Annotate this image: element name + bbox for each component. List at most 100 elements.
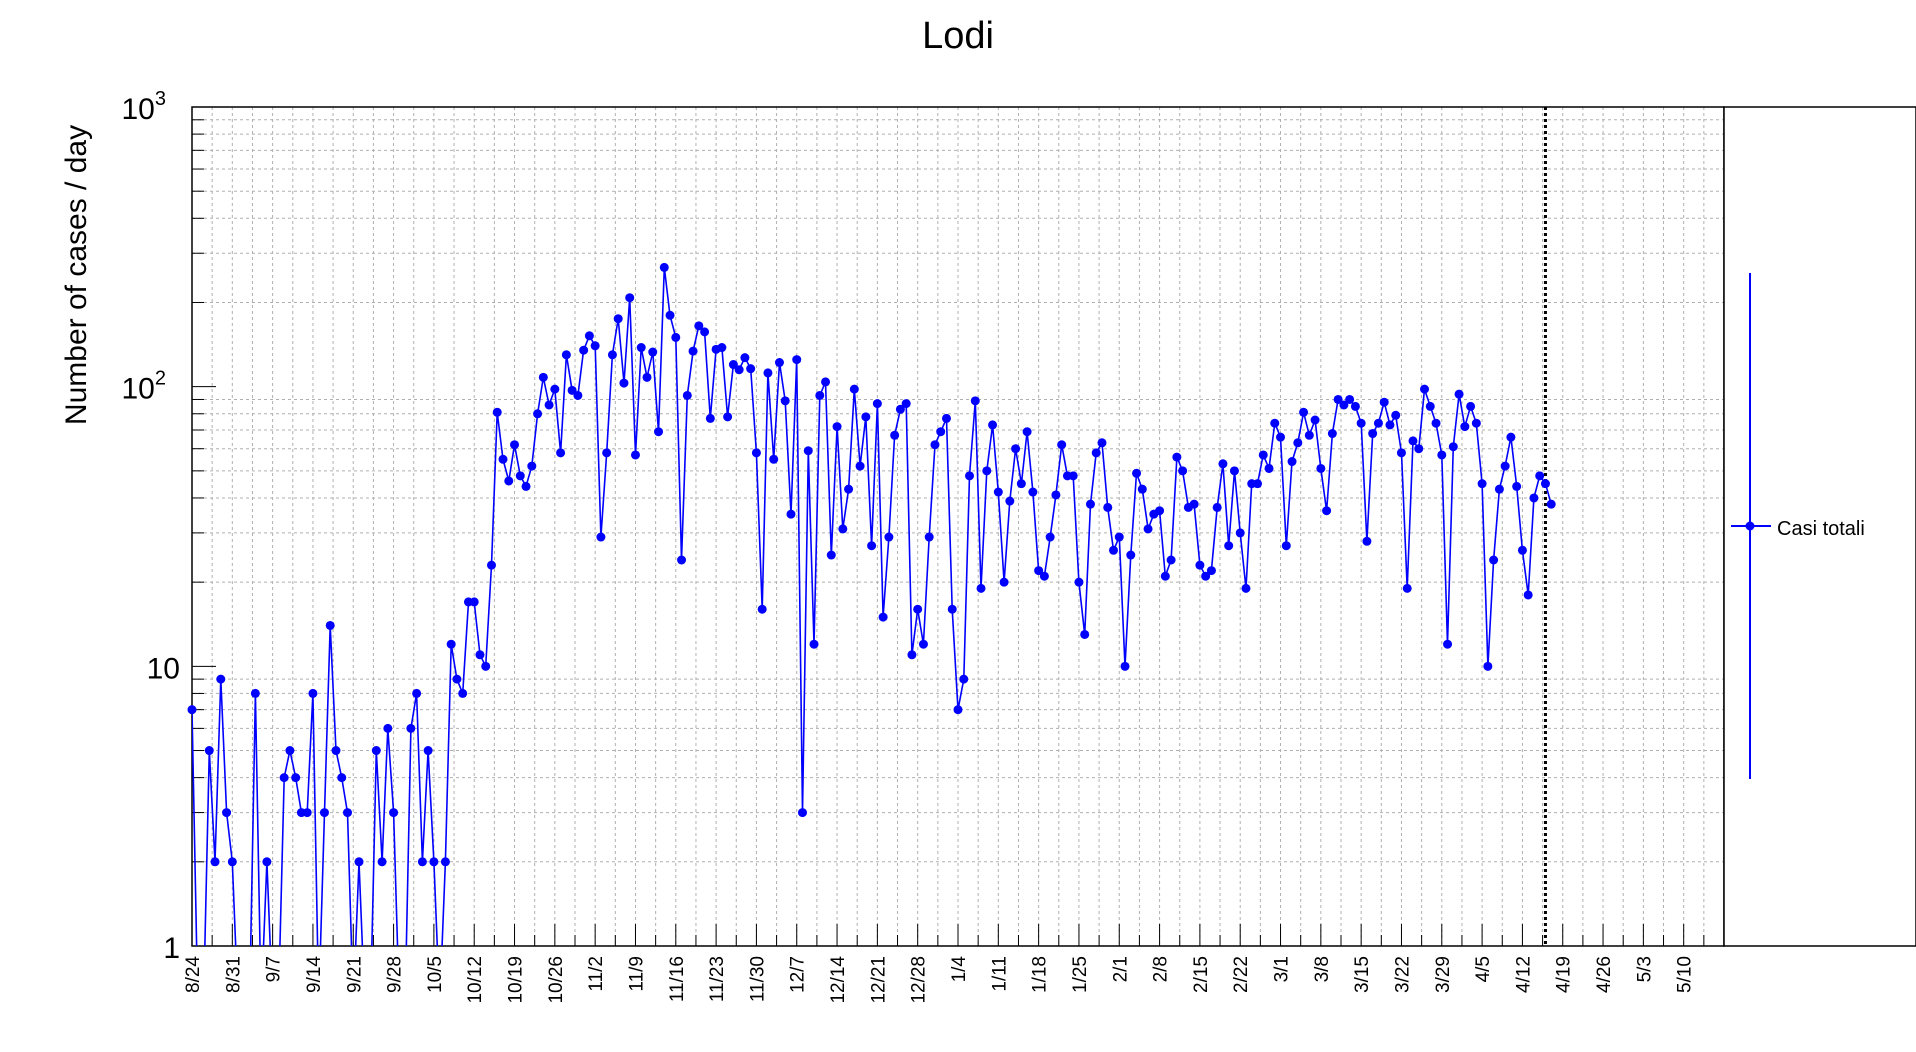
data-point	[717, 343, 727, 353]
data-point	[786, 509, 796, 519]
x-tick-label: 1/18	[1030, 956, 1051, 993]
x-tick-label: 10/12	[465, 956, 486, 1004]
x-tick-label: 2/1	[1110, 956, 1131, 982]
data-point	[521, 481, 531, 491]
data-point	[1535, 471, 1545, 481]
data-point	[1143, 524, 1153, 534]
x-tick-label: 12/21	[868, 956, 889, 1004]
data-point	[780, 396, 790, 406]
x-tick-label: 11/9	[626, 956, 647, 992]
data-point	[544, 400, 554, 410]
data-point	[1540, 479, 1550, 489]
data-point	[469, 597, 479, 607]
data-point	[406, 723, 416, 733]
data-point	[625, 293, 635, 303]
x-tick-label: 12/28	[909, 956, 930, 1004]
data-point	[1460, 422, 1470, 432]
data-point	[1483, 661, 1493, 671]
data-point	[774, 358, 784, 368]
y-tick-label: 1	[163, 932, 180, 965]
data-point	[210, 857, 220, 867]
data-point	[1310, 415, 1320, 425]
data-point	[337, 773, 347, 783]
data-point	[590, 341, 600, 351]
data-point	[596, 532, 606, 542]
data-point	[734, 365, 744, 375]
data-point	[429, 857, 439, 867]
data-point	[452, 674, 462, 684]
data-point	[746, 364, 756, 374]
data-point	[1500, 461, 1510, 471]
x-tick-label: 5/3	[1634, 956, 1655, 982]
data-point	[671, 332, 681, 342]
data-point	[1011, 444, 1021, 454]
data-point	[1477, 479, 1487, 489]
data-point	[884, 532, 894, 542]
data-point	[1241, 583, 1251, 593]
x-tick-label: 11/23	[707, 956, 728, 1002]
data-point	[1396, 448, 1406, 458]
data-point	[1299, 407, 1309, 417]
data-point	[481, 661, 491, 671]
data-point	[1206, 566, 1216, 576]
data-point	[1512, 481, 1522, 491]
x-tick-label: 1/11	[989, 956, 1010, 992]
data-point	[941, 413, 951, 423]
data-point	[1454, 389, 1464, 399]
data-point	[584, 331, 594, 341]
x-tick-label: 1/25	[1070, 956, 1091, 993]
data-point	[1345, 394, 1355, 404]
data-point	[872, 399, 882, 409]
series-line	[192, 267, 1552, 946]
data-point	[1109, 545, 1119, 555]
data-point	[1016, 479, 1026, 489]
plot-frame	[191, 106, 1725, 947]
data-point	[389, 808, 399, 818]
data-point	[1264, 463, 1274, 473]
data-point	[602, 448, 612, 458]
data-point	[918, 639, 928, 649]
y-tick-label: 10	[147, 652, 180, 685]
data-point	[1195, 560, 1205, 570]
data-point	[705, 413, 715, 423]
chart-title: Lodi	[922, 15, 994, 57]
data-point	[227, 857, 237, 867]
data-point	[815, 390, 825, 400]
data-point	[976, 583, 986, 593]
data-point	[1229, 466, 1239, 476]
data-point	[890, 430, 900, 440]
data-point	[533, 409, 543, 419]
data-point	[1235, 528, 1245, 538]
x-tick-label: 12/7	[788, 956, 809, 993]
data-point	[930, 440, 940, 450]
data-point	[1252, 479, 1262, 489]
data-point	[1051, 490, 1061, 500]
data-point	[654, 427, 664, 437]
data-point	[988, 420, 998, 430]
x-tick-label: 9/28	[385, 956, 406, 993]
x-tick-label: 12/14	[828, 956, 849, 1004]
data-point	[769, 454, 779, 464]
data-point	[291, 773, 301, 783]
data-point	[1385, 420, 1395, 430]
data-point	[1270, 418, 1280, 428]
data-point	[700, 327, 710, 337]
data-point	[187, 705, 197, 715]
x-tick-label: 10/26	[546, 956, 567, 1004]
data-point	[826, 550, 836, 560]
data-point	[792, 355, 802, 365]
data-point	[1160, 571, 1170, 581]
data-point	[417, 857, 427, 867]
data-point	[561, 350, 571, 360]
data-point	[331, 746, 341, 756]
data-point	[659, 262, 669, 272]
x-tick-label: 3/1	[1272, 956, 1293, 982]
x-tick-label: 10/19	[506, 956, 527, 1004]
x-tick-label: 3/22	[1392, 956, 1413, 993]
data-point	[970, 396, 980, 406]
data-point	[510, 440, 520, 450]
x-tick-label: 2/8	[1151, 956, 1172, 982]
data-point	[993, 487, 1003, 497]
y-axis-label: Number of cases / day	[60, 125, 93, 425]
data-point	[838, 524, 848, 534]
